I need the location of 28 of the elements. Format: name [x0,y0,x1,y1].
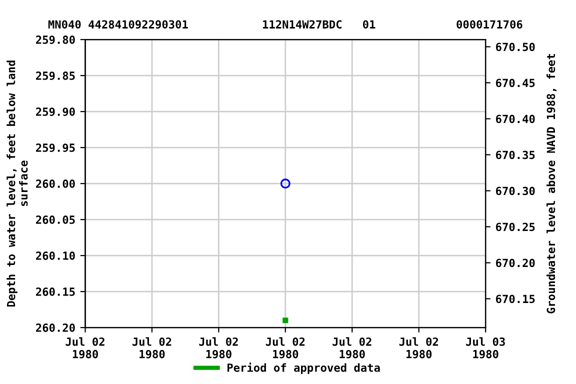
x-tick-label: Jul 02 1980 [66,337,104,358]
y-tick-label: 259.85 [36,72,75,80]
chart-title: MN040 442841092290301 112N14W27BDC 01 0000171706 [48,20,522,29]
x-tick-label: Jul 02 1980 [266,337,305,358]
x-tick-label: Jul 03 1980 [466,337,505,358]
y2-tick-label: 670.25 [496,222,535,232]
y2-tick-label: 670.35 [496,150,535,160]
y-tick-label: 260.20 [36,324,75,332]
y-tick-label: 260.10 [36,252,75,260]
y2-tick-label: 670.20 [496,258,535,268]
x-tick-label: Jul 02 1980 [199,337,238,358]
y-tick-label: 259.95 [36,144,75,152]
x-tick-label: Jul 02 1980 [132,337,172,358]
y-tick-label: 259.80 [36,36,75,44]
legend-label: Period of approved data [228,362,380,374]
y2-tick-label: 670.50 [496,42,535,52]
y-tick-label: 260.00 [36,180,75,188]
y2-tick-label: 670.45 [496,78,535,88]
y2-tick-label: 670.40 [496,114,535,124]
y2-axis-title: Groundwater level above NAVD 1988, feet [546,54,557,314]
y-axis-title: Depth to water level, feet below land surface [6,60,28,307]
y-tick-label: 259.90 [36,108,75,116]
x-tick-label: Jul 02 1980 [399,337,438,358]
y2-tick-label: 670.15 [496,294,535,304]
y-tick-label: 260.15 [36,288,75,296]
y2-tick-label: 670.30 [496,186,535,196]
x-tick-label: Jul 02 1980 [332,337,372,358]
y-tick-label: 260.05 [36,216,75,224]
